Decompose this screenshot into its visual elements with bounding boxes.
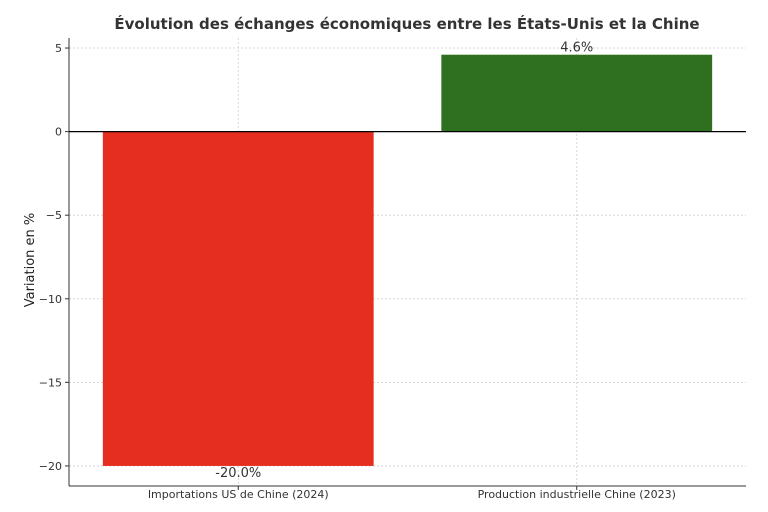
x-tick-label: Production industrielle Chine (2023)	[478, 488, 676, 501]
y-tick-label: −5	[46, 209, 62, 222]
chart-title: Évolution des échanges économiques entre…	[114, 14, 699, 33]
bars	[102, 54, 713, 466]
axes	[65, 38, 746, 490]
y-tick-label: −15	[39, 376, 62, 389]
bar	[441, 54, 713, 132]
data-label: 4.6%	[560, 41, 593, 56]
x-tick-label: Importations US de Chine (2024)	[148, 488, 329, 501]
data-label: -20.0%	[215, 466, 261, 481]
y-tick-label: −20	[39, 460, 62, 473]
bar	[102, 131, 374, 466]
y-tick-label: 5	[55, 42, 62, 55]
y-tick-label: −10	[39, 293, 62, 306]
labels: 5 0 −5 −10 −15 −20 Importations US de Chine (2…	[39, 41, 676, 501]
y-axis-label: Variation en %	[23, 213, 38, 308]
y-tick-label: 0	[55, 126, 62, 139]
